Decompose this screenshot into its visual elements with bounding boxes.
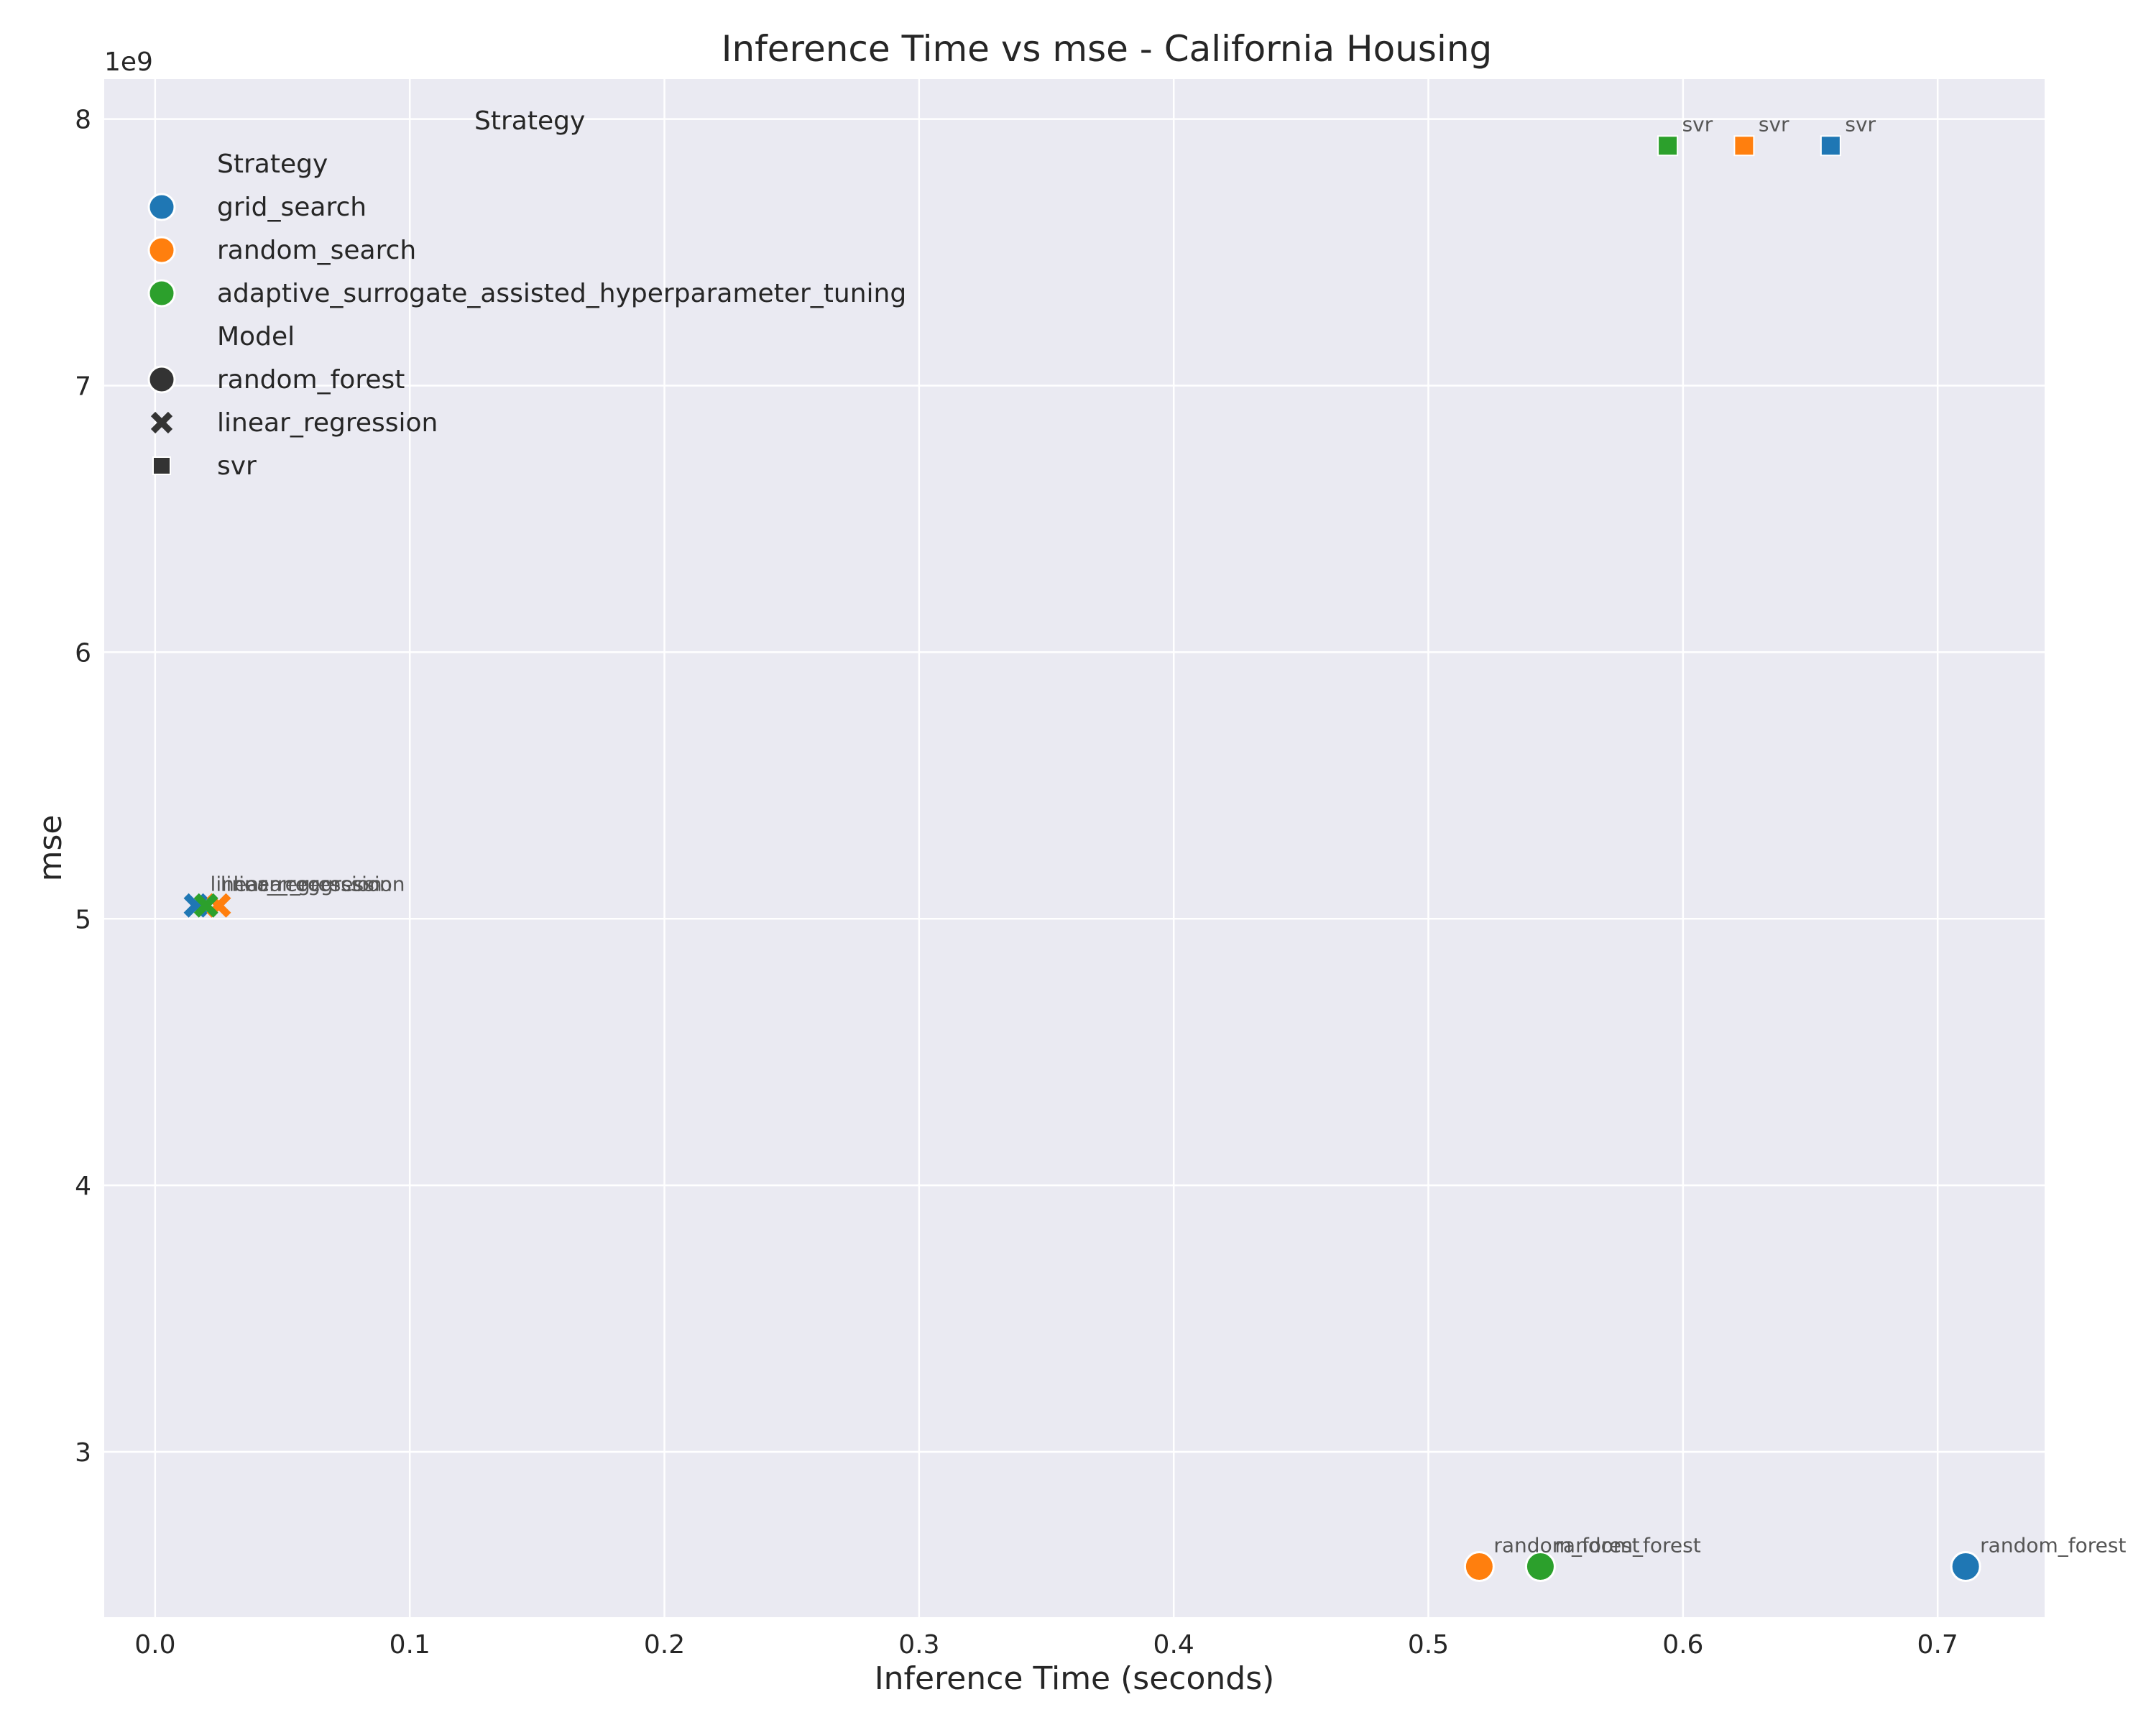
scatter-point-random_forest [1950,1551,1981,1583]
legend-marker-adaptive_surrogate_assisted_hyperparameter_tuning [147,279,176,308]
point-annotations: random_forestrandom_forestrandom_forestl… [211,113,2127,1558]
x-tick-label: 0.1 [390,1630,430,1660]
point-label: linear_regression [233,873,405,896]
scatter-point-random_forest [1524,1551,1556,1583]
point-label: random_forest [1980,1534,2126,1558]
scatter-points [183,135,1981,1583]
y-tick-label: 5 [75,905,91,934]
legend-hue-title: Strategy [217,150,328,179]
plot-area [104,79,2045,1617]
x-tick-label: 0.2 [644,1630,685,1660]
x-tick-label: 0.6 [1662,1630,1703,1660]
x-tick-label: 0.5 [1408,1630,1449,1660]
scatter-point-svr [1820,135,1841,157]
grid-lines [104,79,2045,1617]
y-tick-label: 8 [75,106,91,135]
x-tick-label: 0.3 [898,1630,939,1660]
legend: Strategy Strategy grid_search random_search… [147,106,906,481]
x-tick-label: 0.0 [134,1630,175,1660]
point-label: random_forest [1554,1534,1700,1558]
axis-ticks: 0.0 0.1 0.2 0.3 0.4 0.5 0.6 0.7 3 4 5 6 7 8 [75,106,1958,1660]
point-label: linear_regression [221,873,392,896]
y-tick-label: 3 [75,1438,91,1468]
legend-outer-title: Strategy [474,106,585,136]
legend-marker-random_forest [147,365,176,394]
y-axis-label: mse [32,815,69,882]
point-label: random_forest [1493,1534,1639,1558]
point-label: linear_regression [211,873,382,896]
legend-label: random_search [217,236,416,265]
x-tick-label: 0.7 [1917,1630,1958,1660]
y-tick-label: 4 [75,1172,91,1201]
point-label: svr [1759,113,1789,137]
x-axis-label: Inference Time (seconds) [875,1660,1275,1697]
y-tick-label: 6 [75,638,91,668]
legend-label: random_forest [217,365,405,395]
chart-title: Inference Time vs mse - California Housi… [722,28,1493,70]
legend-marker-random_search [147,236,176,264]
legend-label: linear_regression [217,408,438,438]
legend-label: adaptive_surrogate_assisted_hyperparamet… [217,279,906,308]
scatter-point-linear_regression [193,893,218,918]
y-axis-offset-label: 1e9 [104,47,153,77]
x-tick-label: 0.4 [1153,1630,1194,1660]
legend-marker-linear_regression [150,411,173,434]
y-tick-label: 7 [75,372,91,402]
legend-marker-svr [152,456,171,475]
legend-style-title: Model [217,322,295,351]
point-label: svr [1682,113,1713,137]
scatter-point-random_forest [1463,1551,1495,1583]
scatter-point-svr [1733,135,1755,157]
scatter-point-svr [1657,135,1679,157]
legend-label: svr [217,451,257,481]
legend-label: grid_search [217,193,367,222]
legend-marker-grid_search [147,193,176,221]
point-label: svr [1845,113,1876,137]
